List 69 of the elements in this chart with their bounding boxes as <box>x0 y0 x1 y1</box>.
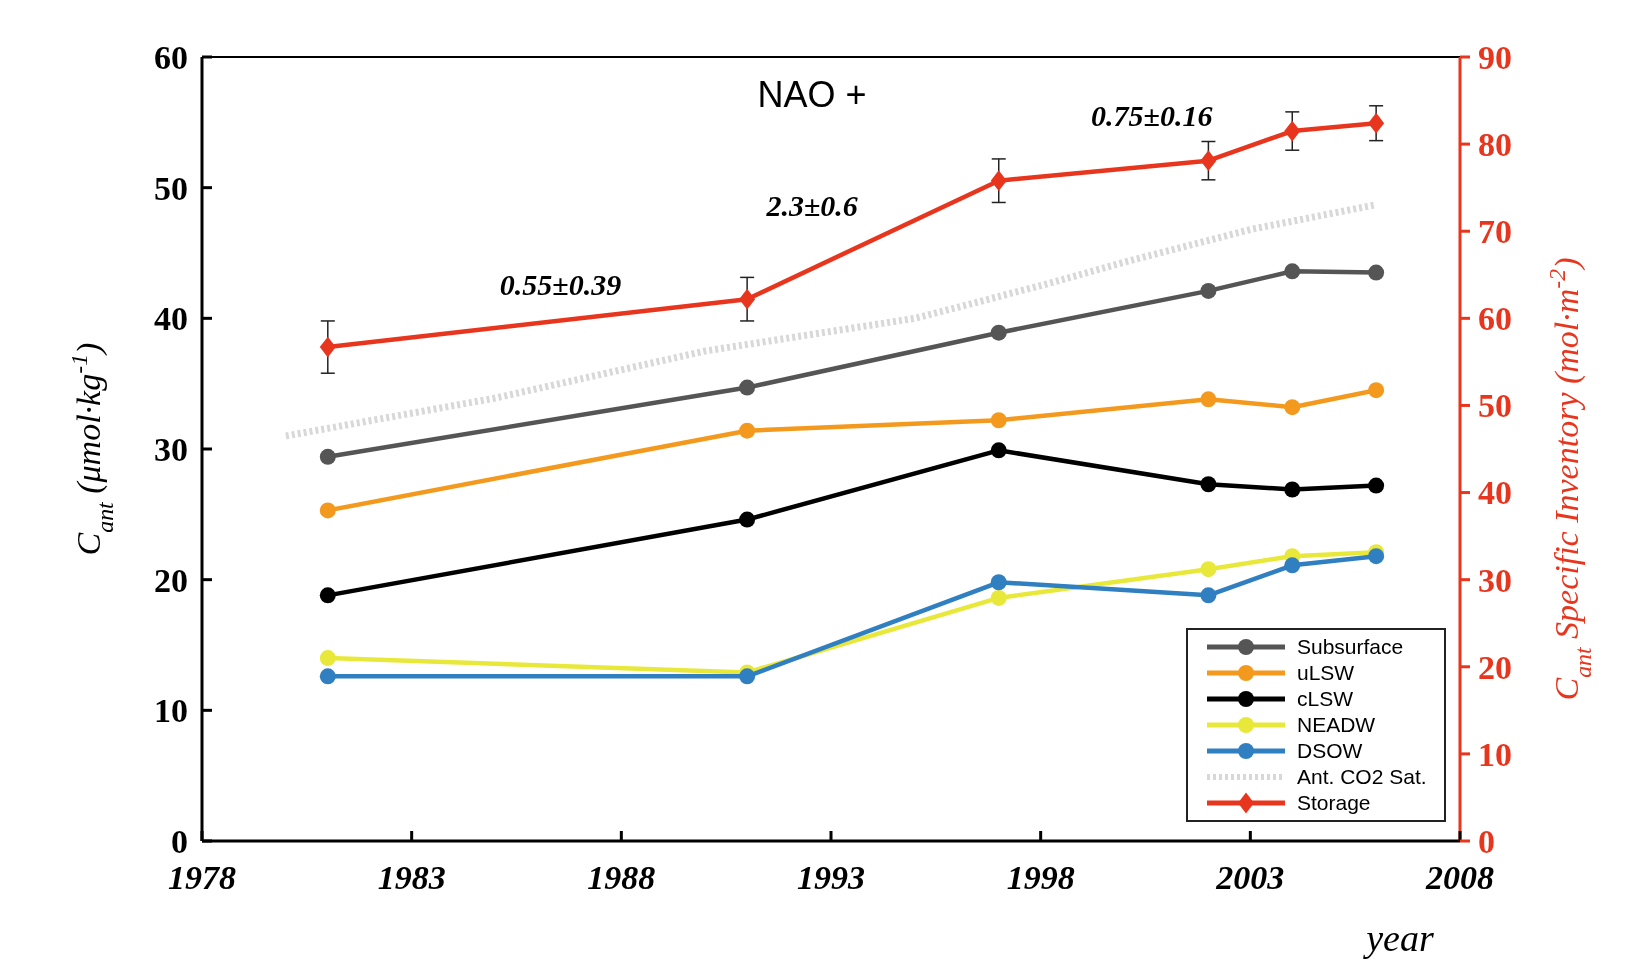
point <box>1368 382 1385 399</box>
y2-tick-label: 0 <box>1478 822 1495 860</box>
point <box>1284 481 1301 498</box>
y-tick-label: 60 <box>154 38 188 76</box>
y-tick-label: 20 <box>154 561 188 599</box>
x-axis-title: year <box>1362 917 1434 959</box>
point <box>1200 561 1217 578</box>
point <box>990 170 1007 192</box>
point <box>319 502 336 519</box>
point <box>1368 112 1385 134</box>
point <box>319 650 336 667</box>
x-tick-label: 1998 <box>1006 859 1075 896</box>
y2-tick-label: 40 <box>1478 474 1512 512</box>
point <box>1200 282 1217 299</box>
y-tick-label: 0 <box>171 822 188 860</box>
legend-label: uLSW <box>1297 661 1355 685</box>
point <box>990 324 1007 341</box>
point <box>1368 264 1385 281</box>
y-tick-label: 10 <box>154 692 188 730</box>
point <box>1200 150 1217 172</box>
point <box>990 412 1007 429</box>
legend-label: cLSW <box>1297 687 1354 711</box>
point <box>1200 587 1217 604</box>
point <box>1200 476 1217 493</box>
y2-tick-label: 50 <box>1478 387 1512 425</box>
x-tick-label: 2008 <box>1425 859 1494 896</box>
legend-label: DSOW <box>1297 739 1363 763</box>
point <box>990 589 1007 606</box>
y-tick-label: 30 <box>154 430 188 468</box>
point <box>1368 548 1385 565</box>
point <box>739 422 756 439</box>
legend-label: Storage <box>1297 791 1371 815</box>
annotation: 0.55±0.39 <box>499 267 622 301</box>
y2-tick-label: 70 <box>1478 213 1512 251</box>
point <box>319 668 336 685</box>
y2-tick-label: 30 <box>1478 561 1512 599</box>
point <box>319 336 336 358</box>
point <box>990 442 1007 459</box>
legend-label: NEADW <box>1297 713 1376 737</box>
x-tick-label: 2003 <box>1215 859 1285 896</box>
point <box>319 448 336 465</box>
point <box>739 668 756 685</box>
legend-label: Ant. CO2 Sat. <box>1297 765 1427 789</box>
x-tick-label: 1978 <box>168 859 236 896</box>
y2-tick-label: 60 <box>1478 300 1512 338</box>
y-tick-label: 40 <box>154 300 188 338</box>
point <box>1368 477 1385 494</box>
point <box>739 511 756 528</box>
point <box>1200 391 1217 408</box>
y2-tick-label: 20 <box>1478 648 1512 686</box>
point <box>1284 399 1301 416</box>
y2-tick-label: 90 <box>1478 38 1512 76</box>
point <box>1284 557 1301 574</box>
point <box>1284 120 1301 142</box>
y2-tick-label: 10 <box>1478 735 1512 773</box>
point <box>739 288 756 310</box>
annotation: NAO + <box>757 74 867 116</box>
y2-tick-label: 80 <box>1478 126 1512 164</box>
point <box>1284 263 1301 280</box>
annotation: 2.3±0.6 <box>765 189 858 223</box>
y-tick-label: 50 <box>154 169 188 207</box>
annotation: 0.75±0.16 <box>1091 99 1213 133</box>
x-tick-label: 1988 <box>587 859 656 896</box>
x-tick-label: 1993 <box>797 859 865 896</box>
legend-label: Subsurface <box>1297 635 1404 659</box>
x-tick-label: 1983 <box>377 859 446 896</box>
point <box>990 574 1007 591</box>
point <box>319 587 336 604</box>
point <box>739 379 756 396</box>
